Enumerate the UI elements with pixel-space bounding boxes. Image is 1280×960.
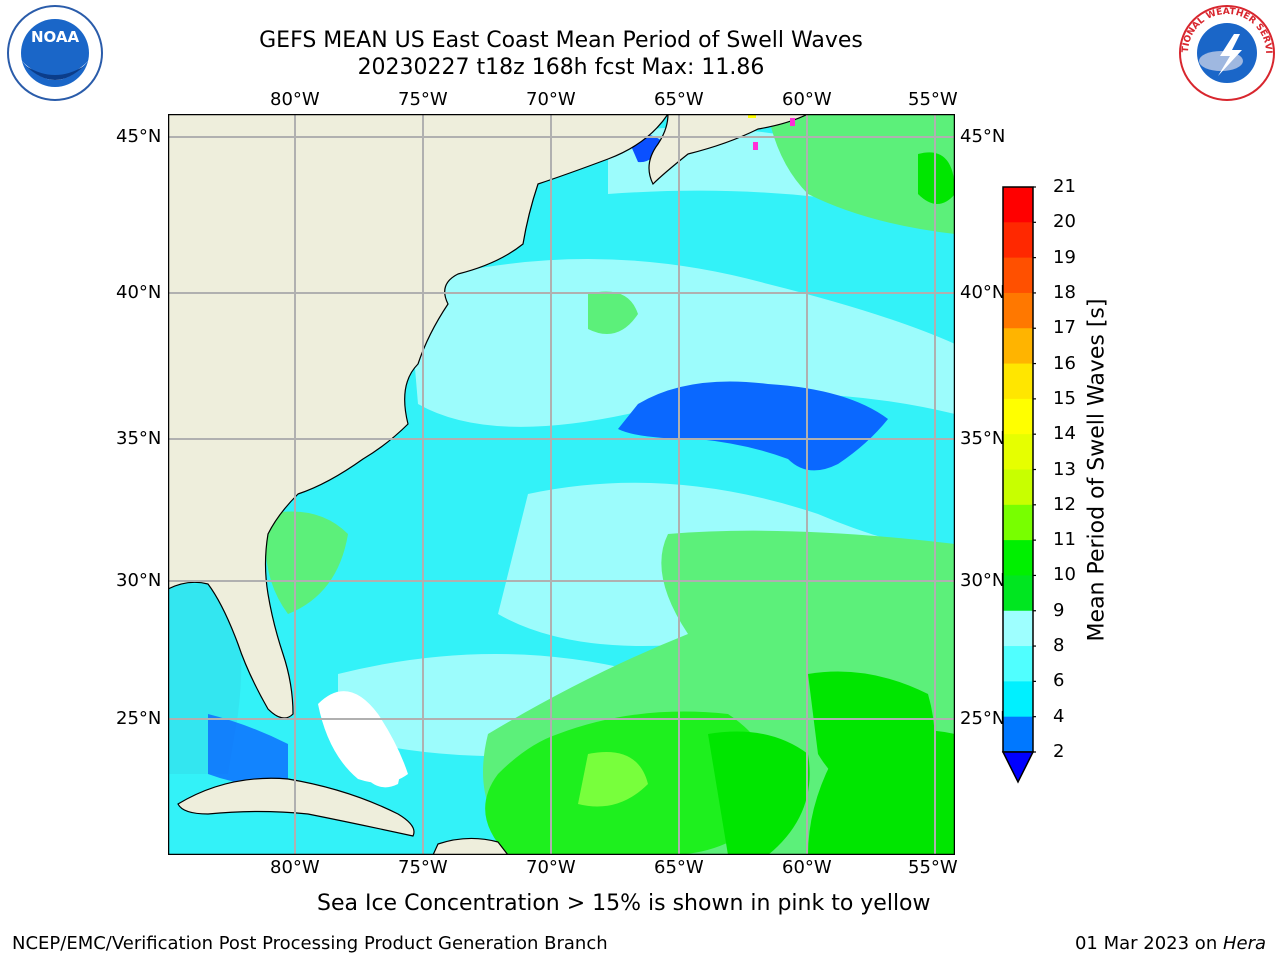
colorbar-tick-label: 16 xyxy=(1053,352,1076,374)
run-date-text: 01 Mar 2023 on xyxy=(1074,933,1223,954)
colorbar-segment xyxy=(1003,363,1033,400)
colorbar-tick-label: 19 xyxy=(1053,246,1076,268)
lon-label-bottom-75w: 75°W xyxy=(398,857,448,878)
nws-logo: NATIONAL WEATHER SERVICE xyxy=(1174,0,1276,102)
colorbar-segment xyxy=(1003,716,1033,753)
colorbar-tick-label: 2 xyxy=(1053,741,1065,762)
colorbar-tick-label: 17 xyxy=(1053,317,1076,339)
colorbar-segment xyxy=(1003,222,1033,259)
colorbar-tick-label: 4 xyxy=(1053,705,1065,727)
colorbar-tick-label: 10 xyxy=(1053,564,1076,586)
map-title: GEFS MEAN US East Coast Mean Period of S… xyxy=(259,28,863,53)
colorbar-extend-arrow xyxy=(1001,751,1035,784)
colorbar-tick-label: 9 xyxy=(1053,599,1065,621)
lon-label-bottom-55w: 55°W xyxy=(908,857,958,878)
run-date: 01 Mar 2023 on Hera xyxy=(1075,933,1266,954)
colorbar-tick-label: 20 xyxy=(1053,211,1076,233)
lon-label-bottom-65w: 65°W xyxy=(654,857,704,878)
noaa-logo-text: NOAA xyxy=(31,28,80,46)
colorbar-segment xyxy=(1003,540,1033,576)
lat-label-right-35n: 35°N xyxy=(960,428,1006,449)
colorbar-label: Mean Period of Swell Waves [s] xyxy=(1084,298,1110,642)
lon-label-top-80w: 80°W xyxy=(270,89,320,110)
colorbar-tick-label: 15 xyxy=(1053,387,1076,409)
short-period-zone xyxy=(618,381,888,471)
noaa-logo: NOAA xyxy=(6,4,104,102)
lon-label-top-55w: 55°W xyxy=(908,89,958,110)
colorbar-tick-label: 18 xyxy=(1053,281,1076,303)
lat-label-left-30n: 30°N xyxy=(116,570,162,591)
lon-label-top-70w: 70°W xyxy=(526,89,576,110)
lon-label-bottom-70w: 70°W xyxy=(526,857,576,878)
graticule xyxy=(168,114,955,855)
colorbar-segment xyxy=(1003,187,1033,223)
colorbar xyxy=(1000,186,1036,786)
colorbar-tick-label: 12 xyxy=(1053,493,1076,515)
lat-label-left-40n: 40°N xyxy=(116,282,162,303)
colorbar-tick-label: 6 xyxy=(1053,670,1065,692)
land-north-america xyxy=(168,114,669,719)
machine-name: Hera xyxy=(1222,933,1266,954)
lon-label-top-75w: 75°W xyxy=(398,89,448,110)
colorbar-segment xyxy=(1003,292,1033,329)
colorbar-segment xyxy=(1003,575,1033,612)
swell-period-map xyxy=(167,113,956,856)
colorbar-segment xyxy=(1003,328,1033,365)
map-subtitle: 20230227 t18z 168h fcst Max: 11.86 xyxy=(357,55,765,80)
lat-label-right-40n: 40°N xyxy=(960,282,1006,303)
colorbar-segment xyxy=(1003,646,1033,682)
colorbar-segment xyxy=(1003,469,1033,506)
colorbar-segment xyxy=(1003,434,1033,470)
lat-label-right-45n: 45°N xyxy=(960,126,1006,147)
colorbar-segment xyxy=(1003,257,1033,294)
lat-label-right-30n: 30°N xyxy=(960,570,1006,591)
sea-ice-patch xyxy=(790,118,795,126)
lon-label-bottom-80w: 80°W xyxy=(270,857,320,878)
colorbar-segment xyxy=(1003,610,1033,647)
lon-label-top-65w: 65°W xyxy=(654,89,704,110)
colorbar-tick-label: 11 xyxy=(1053,529,1076,551)
colorbar-segment xyxy=(1003,681,1033,718)
colorbar-tick-label: 14 xyxy=(1053,423,1076,445)
sea-ice-note: Sea Ice Concentration > 15% is shown in … xyxy=(317,891,931,916)
branch-credit: NCEP/EMC/Verification Post Processing Pr… xyxy=(12,933,608,954)
colorbar-segment xyxy=(1003,398,1033,435)
lon-label-top-60w: 60°W xyxy=(782,89,832,110)
colorbar-tick-label: 13 xyxy=(1053,458,1076,480)
lat-label-right-25n: 25°N xyxy=(960,708,1006,729)
lat-label-left-25n: 25°N xyxy=(116,708,162,729)
colorbar-segment xyxy=(1003,504,1033,541)
colorbar-tick-label: 21 xyxy=(1053,176,1076,197)
colorbar-tick-label: 8 xyxy=(1053,635,1065,657)
lat-label-left-45n: 45°N xyxy=(116,126,162,147)
lat-label-left-35n: 35°N xyxy=(116,428,162,449)
lon-label-bottom-60w: 60°W xyxy=(782,857,832,878)
